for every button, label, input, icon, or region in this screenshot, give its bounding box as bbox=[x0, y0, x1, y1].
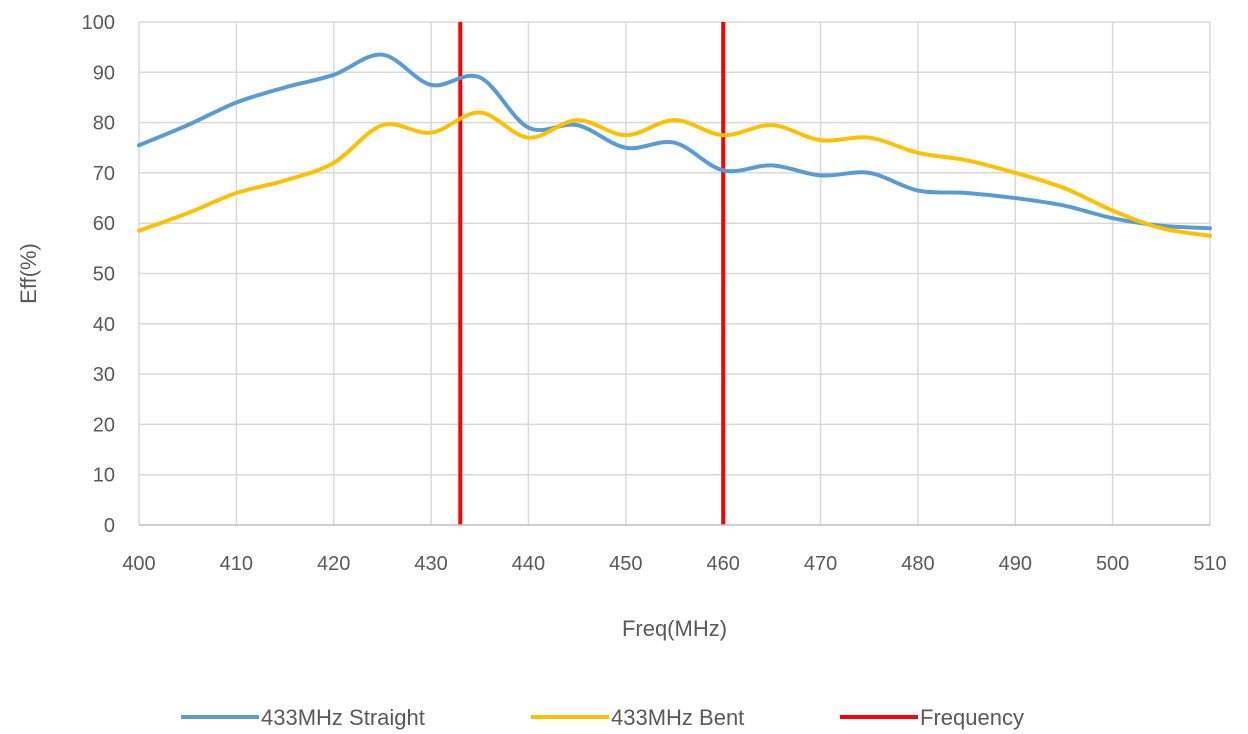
y-tick-label: 30 bbox=[93, 364, 115, 386]
y-tick-label: 50 bbox=[93, 264, 115, 286]
y-tick-label: 100 bbox=[82, 12, 115, 34]
y-tick-label: 10 bbox=[93, 465, 115, 487]
x-axis-title: Freq(MHz) bbox=[622, 616, 727, 641]
y-tick-label: 80 bbox=[93, 113, 115, 135]
series-lines bbox=[137, 52, 1212, 238]
grid-lines bbox=[138, 21, 1211, 525]
frequency-markers bbox=[458, 22, 726, 525]
x-tick-label: 510 bbox=[1193, 553, 1226, 575]
x-tick-label: 490 bbox=[999, 553, 1032, 575]
y-axis-title: Eff(%) bbox=[16, 243, 41, 304]
y-tick-label: 70 bbox=[93, 163, 115, 185]
y-axis-ticks: 0 10 20 30 40 50 60 70 80 90 100 bbox=[82, 12, 115, 537]
x-axis-ticks: 400 410 420 430 440 450 460 470 480 490 500 510 bbox=[122, 553, 1226, 575]
y-tick-label: 60 bbox=[93, 213, 115, 235]
legend-label: 433MHz Straight bbox=[261, 705, 425, 730]
y-tick-label: 20 bbox=[93, 414, 115, 436]
legend-label: Frequency bbox=[920, 705, 1024, 730]
x-tick-label: 470 bbox=[804, 553, 837, 575]
x-tick-label: 430 bbox=[414, 553, 447, 575]
x-tick-label: 440 bbox=[512, 553, 545, 575]
x-tick-label: 400 bbox=[122, 553, 155, 575]
legend: 433MHz Straight 433MHz Bent Frequency bbox=[181, 705, 1024, 730]
x-tick-label: 500 bbox=[1096, 553, 1129, 575]
series-line-433mhz-bent bbox=[137, 110, 1212, 238]
y-tick-label: 0 bbox=[104, 515, 115, 537]
x-tick-label: 480 bbox=[901, 553, 934, 575]
y-tick-label: 90 bbox=[93, 62, 115, 84]
x-tick-label: 460 bbox=[706, 553, 739, 575]
y-tick-label: 40 bbox=[93, 314, 115, 336]
legend-label: 433MHz Bent bbox=[611, 705, 744, 730]
x-tick-label: 450 bbox=[609, 553, 642, 575]
x-tick-label: 420 bbox=[317, 553, 350, 575]
series-line-433mhz-straight bbox=[137, 52, 1212, 231]
x-tick-label: 410 bbox=[220, 553, 253, 575]
